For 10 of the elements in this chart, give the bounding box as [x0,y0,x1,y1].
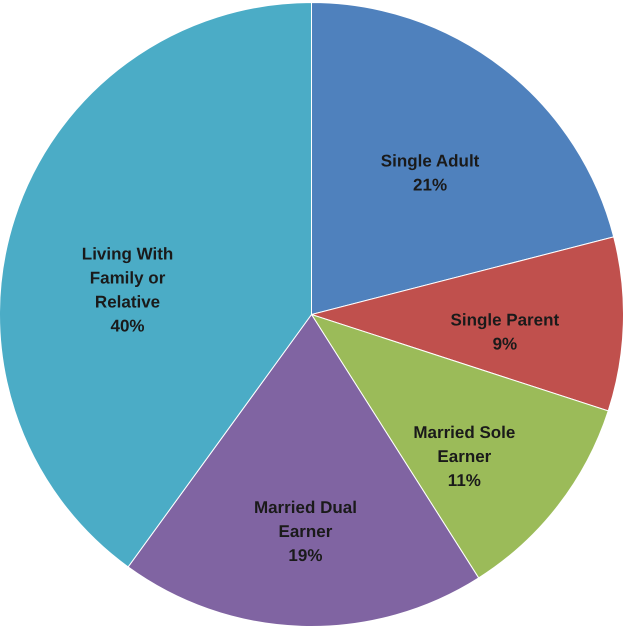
data-label: 11% [448,471,481,490]
slice-label: Living With Family or Relative [82,244,174,312]
slice-label: Married Sole Earner [413,423,516,466]
data-label: 19% [288,546,322,565]
data-label: 40% [110,316,145,336]
slice-label: Single Adult [380,152,480,171]
slice-label: Married Dual Earner [254,498,357,541]
slice-label: Single Parent [450,310,560,330]
data-label: 9% [492,334,518,354]
data-label: 21% [413,176,448,195]
